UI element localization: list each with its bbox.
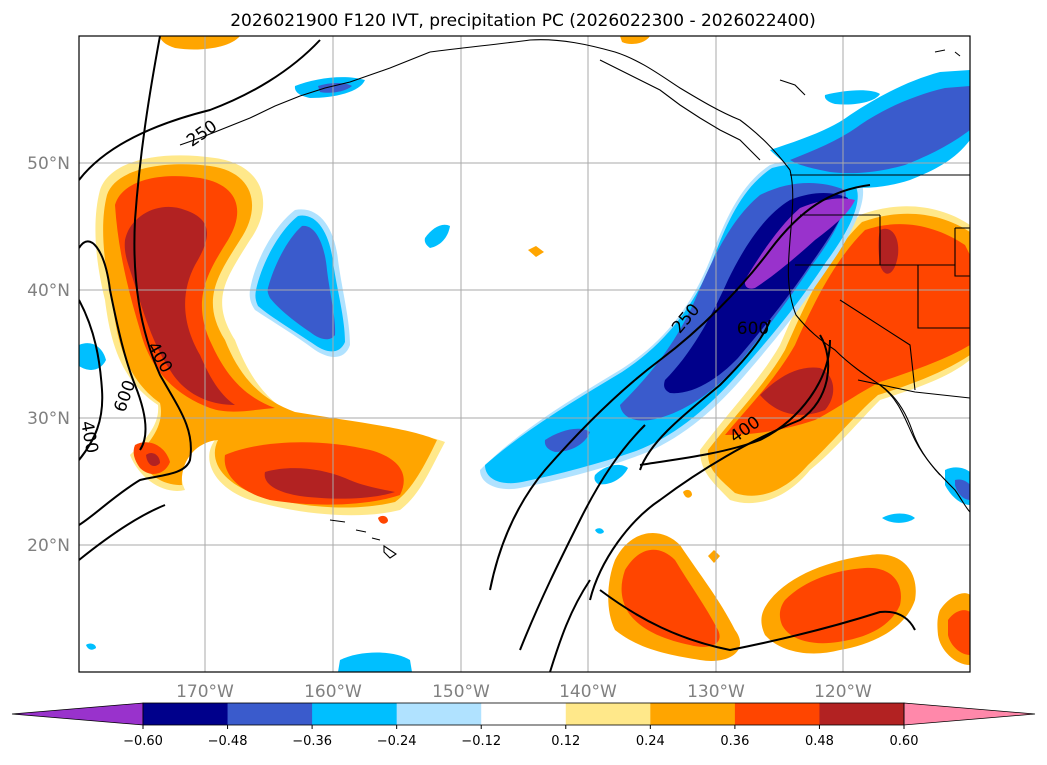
map-title: 2026021900 F120 IVT, precipitation PC (2… xyxy=(230,11,816,31)
lat-label: 30°N xyxy=(27,409,70,429)
colorbar-tick-label: −0.24 xyxy=(377,734,417,749)
colorbar-bin xyxy=(396,703,482,725)
ivt-contours xyxy=(79,36,916,672)
colorbar-tick-label: −0.48 xyxy=(208,734,248,749)
lat-label: 40°N xyxy=(27,281,70,301)
map-content: 250 400 600 400 250 600 400 xyxy=(76,36,970,672)
lon-label: 130°W xyxy=(687,682,745,702)
lon-label: 120°W xyxy=(814,682,872,702)
colorbar-bin xyxy=(734,703,820,725)
colorbar-bin xyxy=(481,703,567,725)
lat-label: 50°N xyxy=(27,154,70,174)
lon-label: 160°W xyxy=(304,682,362,702)
colorbar-bin xyxy=(650,703,736,725)
colorbar-tick-label: 0.36 xyxy=(720,734,749,749)
colorbar-tick-label: 0.60 xyxy=(890,734,919,749)
positive-anomaly-east xyxy=(160,36,970,665)
coastlines xyxy=(179,39,970,559)
colorbar: −0.60 −0.48 −0.36 −0.24 −0.12 0.12 0.24 0.36 0.4… xyxy=(11,702,1036,749)
colorbar-border xyxy=(142,702,905,726)
colorbar-extend-min xyxy=(11,702,144,726)
colorbar-tick-label: 0.24 xyxy=(636,734,665,749)
lon-label: 140°W xyxy=(559,682,617,702)
colorbar-bin xyxy=(819,703,905,725)
map-frame xyxy=(78,35,971,673)
longitude-labels: 170°W 160°W 150°W 140°W 130°W 120°W xyxy=(176,682,872,702)
lat-label: 20°N xyxy=(27,536,70,556)
colorbar-tick-label: 0.48 xyxy=(805,734,834,749)
negative-anomaly xyxy=(79,70,970,672)
positive-anomaly-west xyxy=(95,155,445,516)
colorbar-tick-label: 0.12 xyxy=(551,734,580,749)
colorbar-bin xyxy=(312,703,398,725)
colorbar-tick-label: −0.36 xyxy=(292,734,332,749)
gridlines xyxy=(79,36,970,672)
contour-label: 400 xyxy=(76,419,101,454)
colorbar-tick-label: −0.12 xyxy=(461,734,501,749)
colorbar-tick-label: −0.60 xyxy=(123,734,163,749)
colorbar-extend-max xyxy=(903,702,1036,726)
colorbar-bin xyxy=(565,703,651,725)
colorbar-bin xyxy=(143,703,229,725)
latitude-labels: 50°N 40°N 30°N 20°N xyxy=(27,154,70,556)
colorbar-bin xyxy=(227,703,313,725)
contour-label: 600 xyxy=(737,319,769,339)
lon-label: 170°W xyxy=(176,682,234,702)
lon-label: 150°W xyxy=(432,682,490,702)
